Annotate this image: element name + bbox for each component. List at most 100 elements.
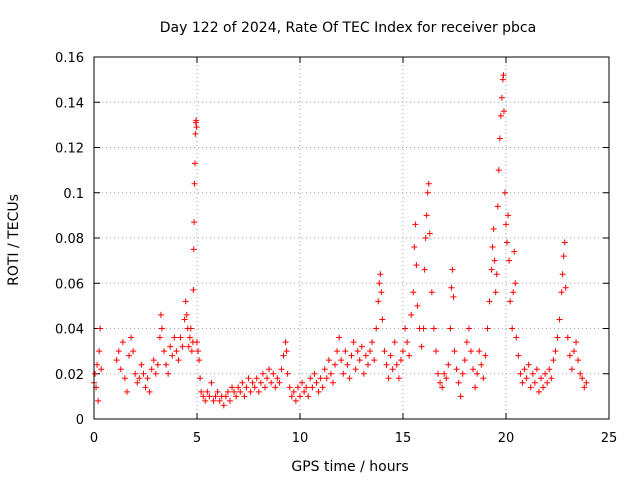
data-point: [188, 348, 195, 355]
data-point: [491, 257, 498, 264]
data-point: [257, 379, 264, 386]
x-axis-label: GPS time / hours: [291, 459, 408, 475]
data-point: [430, 325, 437, 332]
data-point: [358, 343, 365, 350]
data-point: [194, 339, 200, 346]
y-tick-label: 0.04: [55, 323, 84, 338]
data-point: [548, 375, 555, 382]
data-point: [362, 352, 369, 359]
data-point: [146, 388, 153, 395]
data-point: [546, 366, 553, 373]
data-point: [489, 244, 496, 251]
data-point: [385, 375, 392, 382]
grid-lines: [94, 57, 609, 419]
data-point: [117, 366, 124, 373]
data-point: [428, 289, 435, 296]
data-point: [451, 348, 458, 355]
data-point: [123, 388, 130, 395]
data-point: [253, 375, 260, 382]
x-tick-label: 20: [498, 431, 515, 446]
data-point: [259, 370, 266, 377]
data-point: [186, 334, 193, 341]
data-point: [476, 348, 483, 355]
data-point: [535, 388, 542, 395]
data-point: [154, 361, 161, 368]
data-point: [478, 361, 485, 368]
data-point: [299, 379, 306, 386]
data-point: [453, 366, 460, 373]
data-point: [261, 384, 268, 391]
data-point: [175, 357, 182, 364]
data-point: [307, 375, 314, 382]
data-point: [98, 366, 105, 373]
data-point: [340, 370, 347, 377]
data-point: [400, 348, 406, 355]
data-point: [319, 384, 326, 391]
data-point: [94, 361, 101, 368]
x-tick-label: 25: [601, 431, 618, 446]
y-tick-label: 0.02: [55, 368, 84, 383]
data-point: [95, 397, 102, 404]
data-point: [554, 334, 561, 341]
data-point: [511, 248, 518, 255]
data-point: [448, 284, 455, 291]
data-point: [377, 271, 384, 278]
data-point: [500, 108, 507, 115]
data-point: [344, 361, 351, 368]
data-point: [204, 388, 211, 395]
data-point: [270, 370, 277, 377]
x-tick-label: 10: [292, 431, 309, 446]
data-point: [249, 379, 256, 386]
y-tick-label: 0: [76, 413, 84, 428]
data-point: [222, 393, 229, 400]
data-point: [395, 375, 402, 382]
data-point: [556, 316, 563, 323]
data-point: [294, 384, 301, 391]
data-point: [441, 370, 448, 377]
data-point: [278, 366, 285, 373]
data-point: [562, 284, 569, 291]
data-point: [181, 316, 188, 323]
x-tick-label: 5: [193, 431, 201, 446]
data-point: [334, 348, 341, 355]
data-point: [193, 124, 200, 131]
data-point: [570, 348, 577, 355]
data-point: [313, 379, 320, 386]
data-point: [583, 379, 590, 386]
data-point: [521, 366, 528, 373]
data-point: [575, 357, 582, 364]
y-axis-label: ROTI / TECUs: [6, 194, 22, 286]
data-point: [367, 348, 374, 355]
data-point: [121, 375, 128, 382]
data-point: [492, 289, 499, 296]
x-tick-label: 15: [395, 431, 412, 446]
data-point: [157, 311, 164, 318]
data-point: [422, 235, 429, 241]
data-point: [426, 230, 433, 237]
data-point: [354, 348, 361, 355]
data-point: [369, 339, 376, 346]
data-point: [266, 366, 273, 373]
data-point: [338, 357, 345, 364]
data-point: [474, 370, 481, 377]
chart-title: Day 122 of 2024, Rate Of TEC Index for r…: [160, 20, 536, 36]
data-point: [231, 388, 238, 395]
data-point: [573, 339, 580, 346]
data-point: [501, 189, 508, 196]
data-point: [142, 384, 149, 391]
data-point: [488, 266, 495, 273]
data-point: [177, 334, 184, 341]
y-tick-label: 0.08: [55, 232, 84, 247]
data-point: [533, 366, 540, 373]
data-point: [505, 212, 512, 219]
data-point: [577, 370, 584, 377]
data-point: [336, 334, 343, 341]
data-point: [360, 370, 367, 377]
data-point: [552, 348, 559, 355]
data-point: [342, 348, 349, 355]
data-point: [214, 388, 221, 395]
data-point: [301, 388, 308, 395]
data-point: [421, 266, 428, 273]
data-point: [126, 352, 133, 359]
data-point: [494, 203, 501, 210]
